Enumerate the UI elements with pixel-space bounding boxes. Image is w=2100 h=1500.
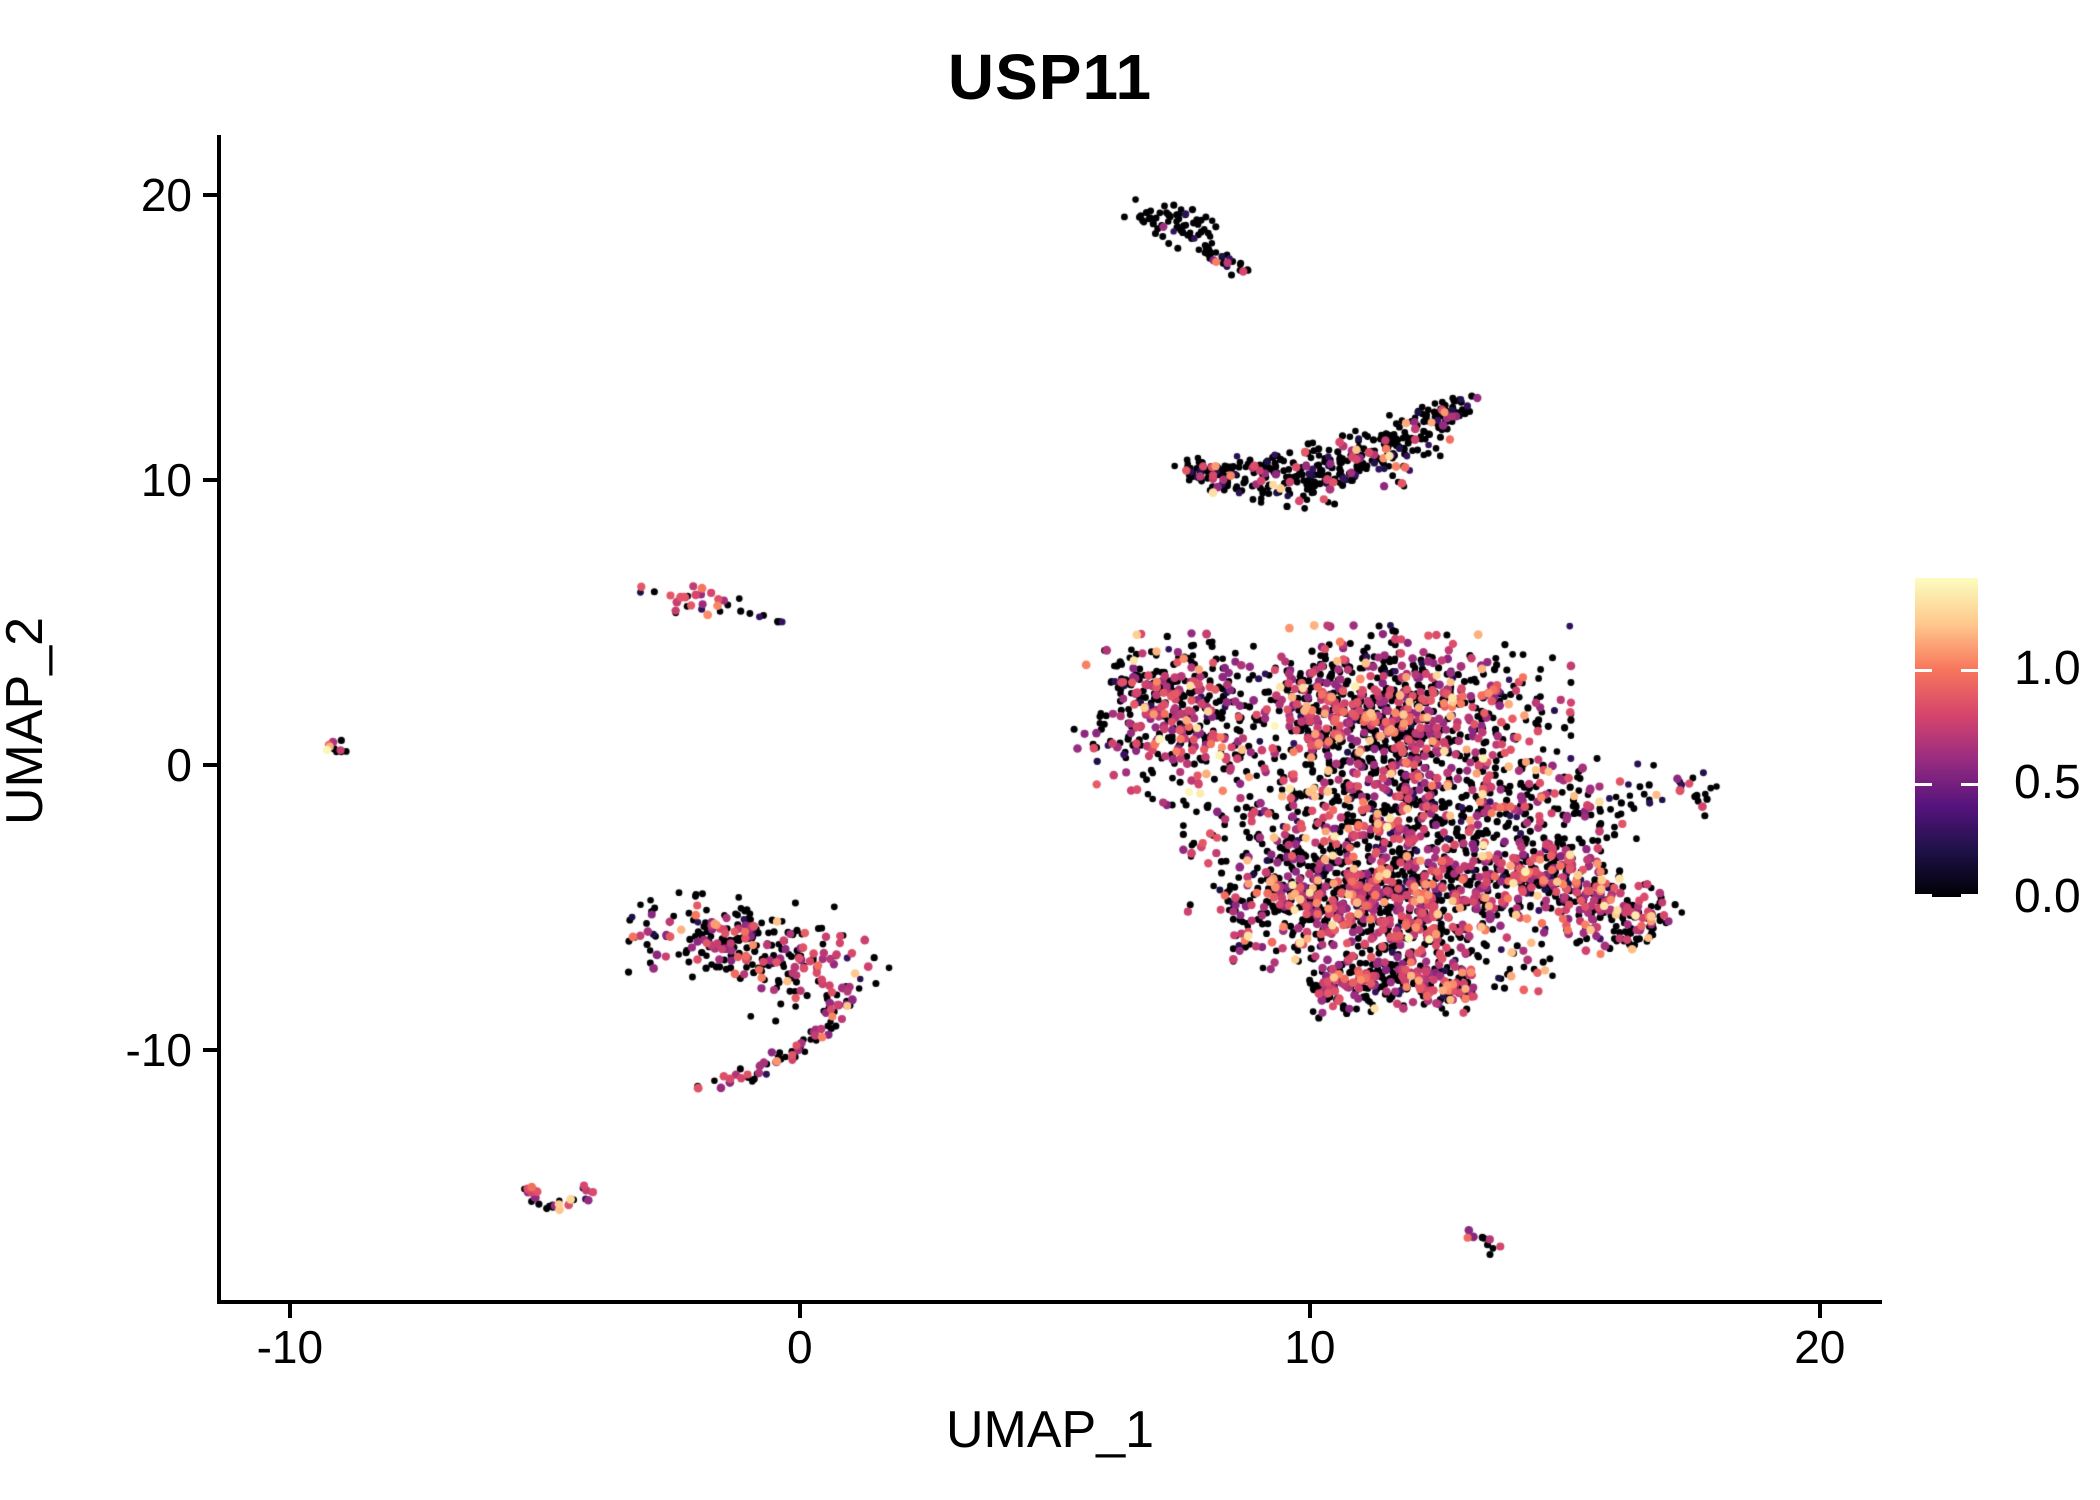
y-tick-mark: [203, 1048, 217, 1053]
colorbar-gradient: [1915, 578, 1978, 897]
y-axis-title: UMAP_2: [0, 616, 54, 826]
y-tick-mark: [203, 193, 217, 198]
x-axis-title: UMAP_1: [945, 1401, 1155, 1459]
colorbar-tick-label: 0.5: [2014, 756, 2081, 810]
colorbar-tick-label: 1.0: [2014, 642, 2081, 696]
colorbar-tick-dash: [1961, 783, 1978, 787]
y-axis-line: [217, 135, 221, 1304]
x-tick-mark: [1307, 1304, 1312, 1318]
colorbar-tick-dash: [1961, 894, 1978, 897]
x-tick-mark: [287, 1304, 292, 1318]
x-tick-label: 20: [1794, 1321, 1846, 1373]
y-tick-mark: [203, 478, 217, 483]
colorbar-tick-dash: [1961, 669, 1978, 673]
y-tick-label: -10: [125, 1024, 192, 1077]
y-tick-mark: [203, 763, 217, 768]
x-axis-line: [217, 1300, 1882, 1304]
colorbar-tick-label: 0.0: [2014, 870, 2081, 923]
x-tick-mark: [797, 1304, 802, 1318]
x-tick-mark: [1817, 1304, 1822, 1318]
colorbar-tick-dash: [1915, 669, 1932, 673]
x-tick-label: -10: [256, 1321, 324, 1373]
x-tick-label: 0: [787, 1321, 813, 1373]
y-tick-label: 0: [166, 739, 192, 792]
y-tick-label: 10: [140, 454, 192, 507]
colorbar-tick-dash: [1915, 894, 1932, 897]
x-tick-label: 10: [1284, 1321, 1336, 1373]
colorbar-tick-dash: [1915, 783, 1932, 787]
y-tick-label: 20: [140, 169, 192, 222]
